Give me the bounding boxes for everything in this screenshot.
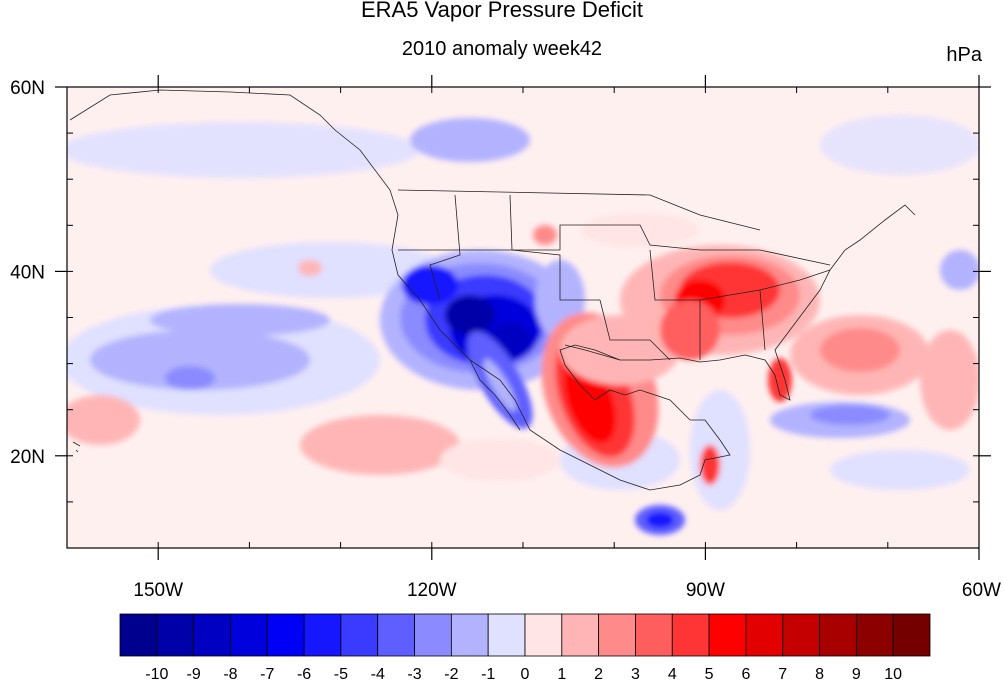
- colorbar-label: 8: [815, 666, 824, 681]
- x-tick-label: 120W: [407, 580, 457, 601]
- units-label: hPa: [946, 44, 982, 66]
- y-tick-label: 40N: [10, 262, 45, 283]
- y-tick-label: 20N: [10, 447, 45, 468]
- colorbar-label: -7: [260, 666, 274, 681]
- colorbar-label: -10: [145, 666, 168, 681]
- colorbar-label: -3: [407, 666, 421, 681]
- x-tick-label: 60W: [962, 580, 1001, 601]
- colorbar-swatch: [745, 613, 784, 657]
- colorbar-label: 0: [521, 666, 530, 681]
- colorbar-label: 6: [741, 666, 750, 681]
- colorbar-label: -9: [187, 666, 201, 681]
- y-tick-label: 60N: [10, 78, 45, 99]
- colorbar-swatch: [230, 613, 268, 657]
- colorbar-label: -5: [334, 666, 348, 681]
- colorbar-label: 10: [884, 666, 902, 681]
- x-tick-label: 150W: [133, 580, 183, 601]
- colorbar-swatch: [156, 613, 195, 657]
- colorbar-swatch: [892, 613, 931, 657]
- colorbar-swatch: [193, 613, 231, 657]
- colorbar-label: -1: [481, 666, 495, 681]
- colorbar-swatch: [819, 613, 857, 657]
- colorbar-swatch: [303, 613, 342, 657]
- colorbar-swatch: [855, 613, 894, 657]
- colorbar-label: -2: [444, 666, 458, 681]
- colorbar-label: -4: [371, 666, 385, 681]
- chart-subtitle: 2010 anomaly week42: [401, 38, 603, 60]
- colorbar-label: -6: [297, 666, 311, 681]
- colorbar-label: 3: [631, 666, 640, 681]
- colorbar-swatch: [782, 613, 820, 657]
- anomaly-field: [67, 115, 979, 535]
- colorbar-swatch: [450, 613, 489, 657]
- colorbar-swatch: [377, 613, 415, 657]
- colorbar-swatch: [561, 613, 600, 657]
- colorbar-swatch: [708, 613, 747, 657]
- colorbar-swatch: [414, 613, 452, 657]
- colorbar-swatch: [598, 613, 636, 657]
- colorbar-swatch: [340, 613, 379, 657]
- colorbar-swatch: [635, 613, 673, 657]
- colorbar-swatch: [119, 613, 158, 657]
- colorbar-swatch: [487, 613, 526, 657]
- x-tick-label: 90W: [686, 580, 725, 601]
- colorbar-label: 1: [557, 666, 566, 681]
- colorbar-label: -8: [223, 666, 237, 681]
- colorbar-label: 5: [705, 666, 714, 681]
- coastlines: [69, 89, 916, 491]
- colorbar-label: 4: [668, 666, 677, 681]
- chart-title: ERA5 Vapor Pressure Deficit: [360, 0, 644, 22]
- colorbar-label: 2: [594, 666, 603, 681]
- colorbar-swatch: [266, 613, 305, 657]
- colorbar-label: 9: [852, 666, 861, 681]
- colorbar-label: 7: [778, 666, 787, 681]
- colorbar-swatch: [671, 613, 710, 657]
- colorbar-swatch: [524, 613, 563, 657]
